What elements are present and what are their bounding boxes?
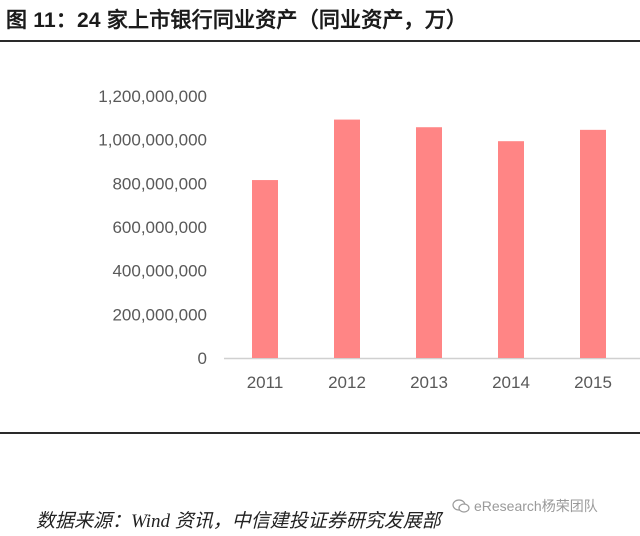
title-divider: [0, 40, 640, 42]
y-tick-label: 600,000,000: [112, 218, 207, 237]
watermark-text: eResearch杨荣团队: [474, 498, 598, 514]
x-tick-label: 2014: [492, 373, 530, 392]
x-tick-label: 2011: [247, 373, 284, 392]
watermark: eResearch杨荣团队: [452, 496, 598, 516]
y-tick-label: 800,000,000: [112, 174, 207, 193]
footer-divider: [0, 432, 640, 434]
x-tick-label: 2013: [410, 373, 448, 392]
x-tick-label: 2015: [574, 373, 612, 392]
bar-2013: [416, 127, 442, 358]
bar-2012: [334, 119, 360, 358]
y-tick-label: 1,000,000,000: [98, 131, 207, 150]
y-tick-label: 1,200,000,000: [98, 87, 207, 106]
bar-2014: [498, 141, 524, 358]
data-source: 数据来源：Wind 资讯，中信建投证券研究发展部: [36, 511, 441, 532]
x-axis-ticks: 2011 2012 2013 2014 2015: [247, 373, 612, 392]
bar-2011: [252, 180, 278, 358]
figure-title: 图 11：24 家上市银行同业资产（同业资产，万）: [6, 9, 468, 32]
bar-2015: [580, 129, 606, 358]
y-tick-label: 200,000,000: [112, 305, 207, 324]
y-tick-label: 0: [198, 349, 207, 368]
bars: [252, 119, 606, 358]
y-tick-label: 400,000,000: [112, 262, 207, 281]
x-tick-label: 2012: [328, 373, 366, 392]
y-axis-ticks: 0 200,000,000 400,000,000 600,000,000 800,00…: [98, 87, 207, 368]
wechat-icon: [452, 498, 470, 514]
